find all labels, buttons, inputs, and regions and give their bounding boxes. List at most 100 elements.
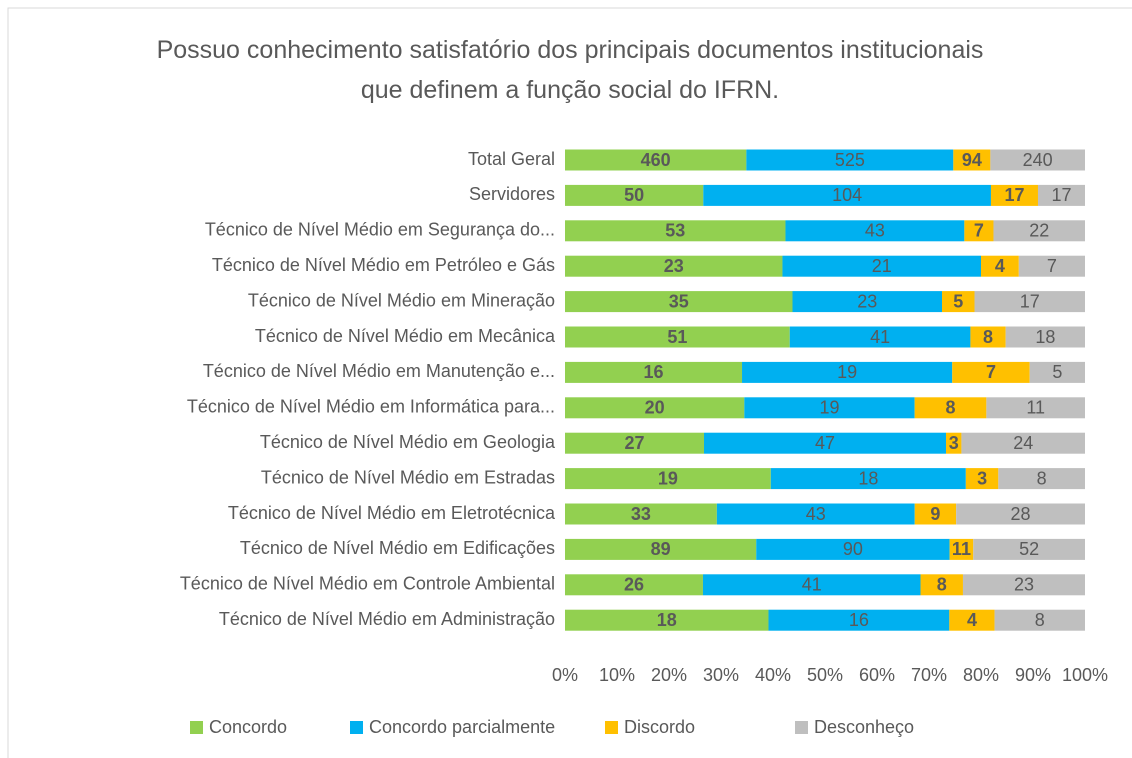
data-label: 52 (1019, 539, 1039, 559)
bar-segment (942, 291, 975, 313)
x-tick-label: 60% (859, 665, 895, 685)
bar-segment (746, 149, 954, 171)
data-label: 240 (1023, 150, 1053, 170)
data-label: 20 (645, 398, 665, 418)
data-label: 8 (1037, 468, 1047, 488)
data-label: 89 (651, 539, 671, 559)
y-tick-label: Técnico de Nível Médio em Mecânica (255, 326, 556, 346)
data-label: 24 (1013, 433, 1033, 453)
data-label: 8 (946, 398, 956, 418)
legend-swatch (190, 721, 203, 734)
data-label: 26 (624, 575, 644, 595)
bar-segment (565, 432, 705, 454)
bar-segment (990, 149, 1085, 171)
bar-segment (716, 503, 915, 525)
data-label: 41 (802, 575, 822, 595)
data-label: 3 (977, 468, 987, 488)
data-label: 19 (658, 468, 678, 488)
data-label: 16 (643, 362, 663, 382)
bar-segment (782, 255, 981, 277)
bar-segment (703, 184, 991, 206)
data-label: 19 (837, 362, 857, 382)
data-label: 22 (1029, 221, 1049, 241)
data-label: 104 (832, 185, 862, 205)
data-label: 11 (952, 539, 971, 559)
x-tick-label: 80% (963, 665, 999, 685)
bar-segment (768, 609, 950, 631)
data-label: 4 (967, 610, 977, 630)
y-tick-label: Técnico de Nível Médio em Edificações (240, 538, 555, 558)
y-tick-label: Técnico de Nível Médio em Segurança do..… (205, 220, 555, 240)
bar-segment (565, 503, 717, 525)
bar-segment (565, 255, 783, 277)
bar-segment (964, 220, 994, 242)
data-label: 18 (657, 610, 677, 630)
data-label: 41 (870, 327, 890, 347)
legend-label: Desconheço (814, 717, 914, 737)
legend-swatch (795, 721, 808, 734)
bar-segment (565, 468, 771, 490)
data-label: 11 (1026, 398, 1045, 418)
bar-segment (565, 326, 790, 348)
data-label: 7 (974, 221, 984, 241)
x-tick-label: 10% (599, 665, 635, 685)
legend-label: Concordo (209, 717, 287, 737)
data-label: 18 (1035, 327, 1055, 347)
bar-segment (994, 609, 1085, 631)
bar-segment (1029, 361, 1085, 383)
data-label: 23 (857, 291, 877, 311)
bar-segment (792, 291, 942, 313)
bar-segment (949, 538, 974, 560)
y-tick-label: Técnico de Nível Médio em Eletrotécnica (228, 503, 556, 523)
bar-segment (914, 503, 957, 525)
bar-segment (565, 184, 704, 206)
bar-segment (952, 361, 1030, 383)
x-tick-label: 90% (1015, 665, 1051, 685)
data-label: 7 (1047, 256, 1057, 276)
data-label: 5 (1052, 362, 1062, 382)
data-label: 53 (665, 221, 685, 241)
bar-segment (962, 574, 1085, 596)
legend-swatch (350, 721, 363, 734)
data-label: 16 (849, 610, 869, 630)
data-label: 35 (669, 291, 689, 311)
data-label: 50 (624, 185, 644, 205)
data-label: 8 (937, 575, 947, 595)
data-label: 23 (664, 256, 684, 276)
y-tick-label: Técnico de Nível Médio em Petróleo e Gás (212, 255, 555, 275)
bar-segment (973, 538, 1085, 560)
bar-segment (789, 326, 971, 348)
bar-segment (949, 609, 995, 631)
y-tick-label: Técnico de Nível Médio em Controle Ambie… (180, 574, 555, 594)
bar-segment (770, 468, 966, 490)
data-label: 5 (953, 291, 963, 311)
bar-segment (702, 574, 921, 596)
bar-segment (565, 361, 743, 383)
y-tick-label: Técnico de Nível Médio em Estradas (261, 467, 555, 487)
bar-segment (990, 184, 1038, 206)
bar-segment (920, 574, 963, 596)
data-label: 17 (1051, 185, 1071, 205)
bar-segment (986, 397, 1085, 419)
data-label: 43 (806, 504, 826, 524)
bar-segment (970, 326, 1006, 348)
bar-segment (785, 220, 965, 242)
data-label: 21 (872, 256, 892, 276)
bar-segment (993, 220, 1085, 242)
bar-segment (756, 538, 950, 560)
bar-segment (953, 149, 991, 171)
data-label: 8 (1035, 610, 1045, 630)
data-label: 3 (949, 433, 959, 453)
data-label: 90 (843, 539, 863, 559)
data-label: 8 (983, 327, 993, 347)
bar-segment (998, 468, 1085, 490)
data-label: 7 (986, 362, 996, 382)
data-label: 18 (858, 468, 878, 488)
y-tick-label: Técnico de Nível Médio em Manutenção e..… (203, 361, 555, 381)
y-tick-label: Servidores (469, 184, 555, 204)
legend-swatch (605, 721, 618, 734)
bar-segment (742, 361, 953, 383)
bar-segment (1005, 326, 1085, 348)
x-tick-label: 70% (911, 665, 947, 685)
